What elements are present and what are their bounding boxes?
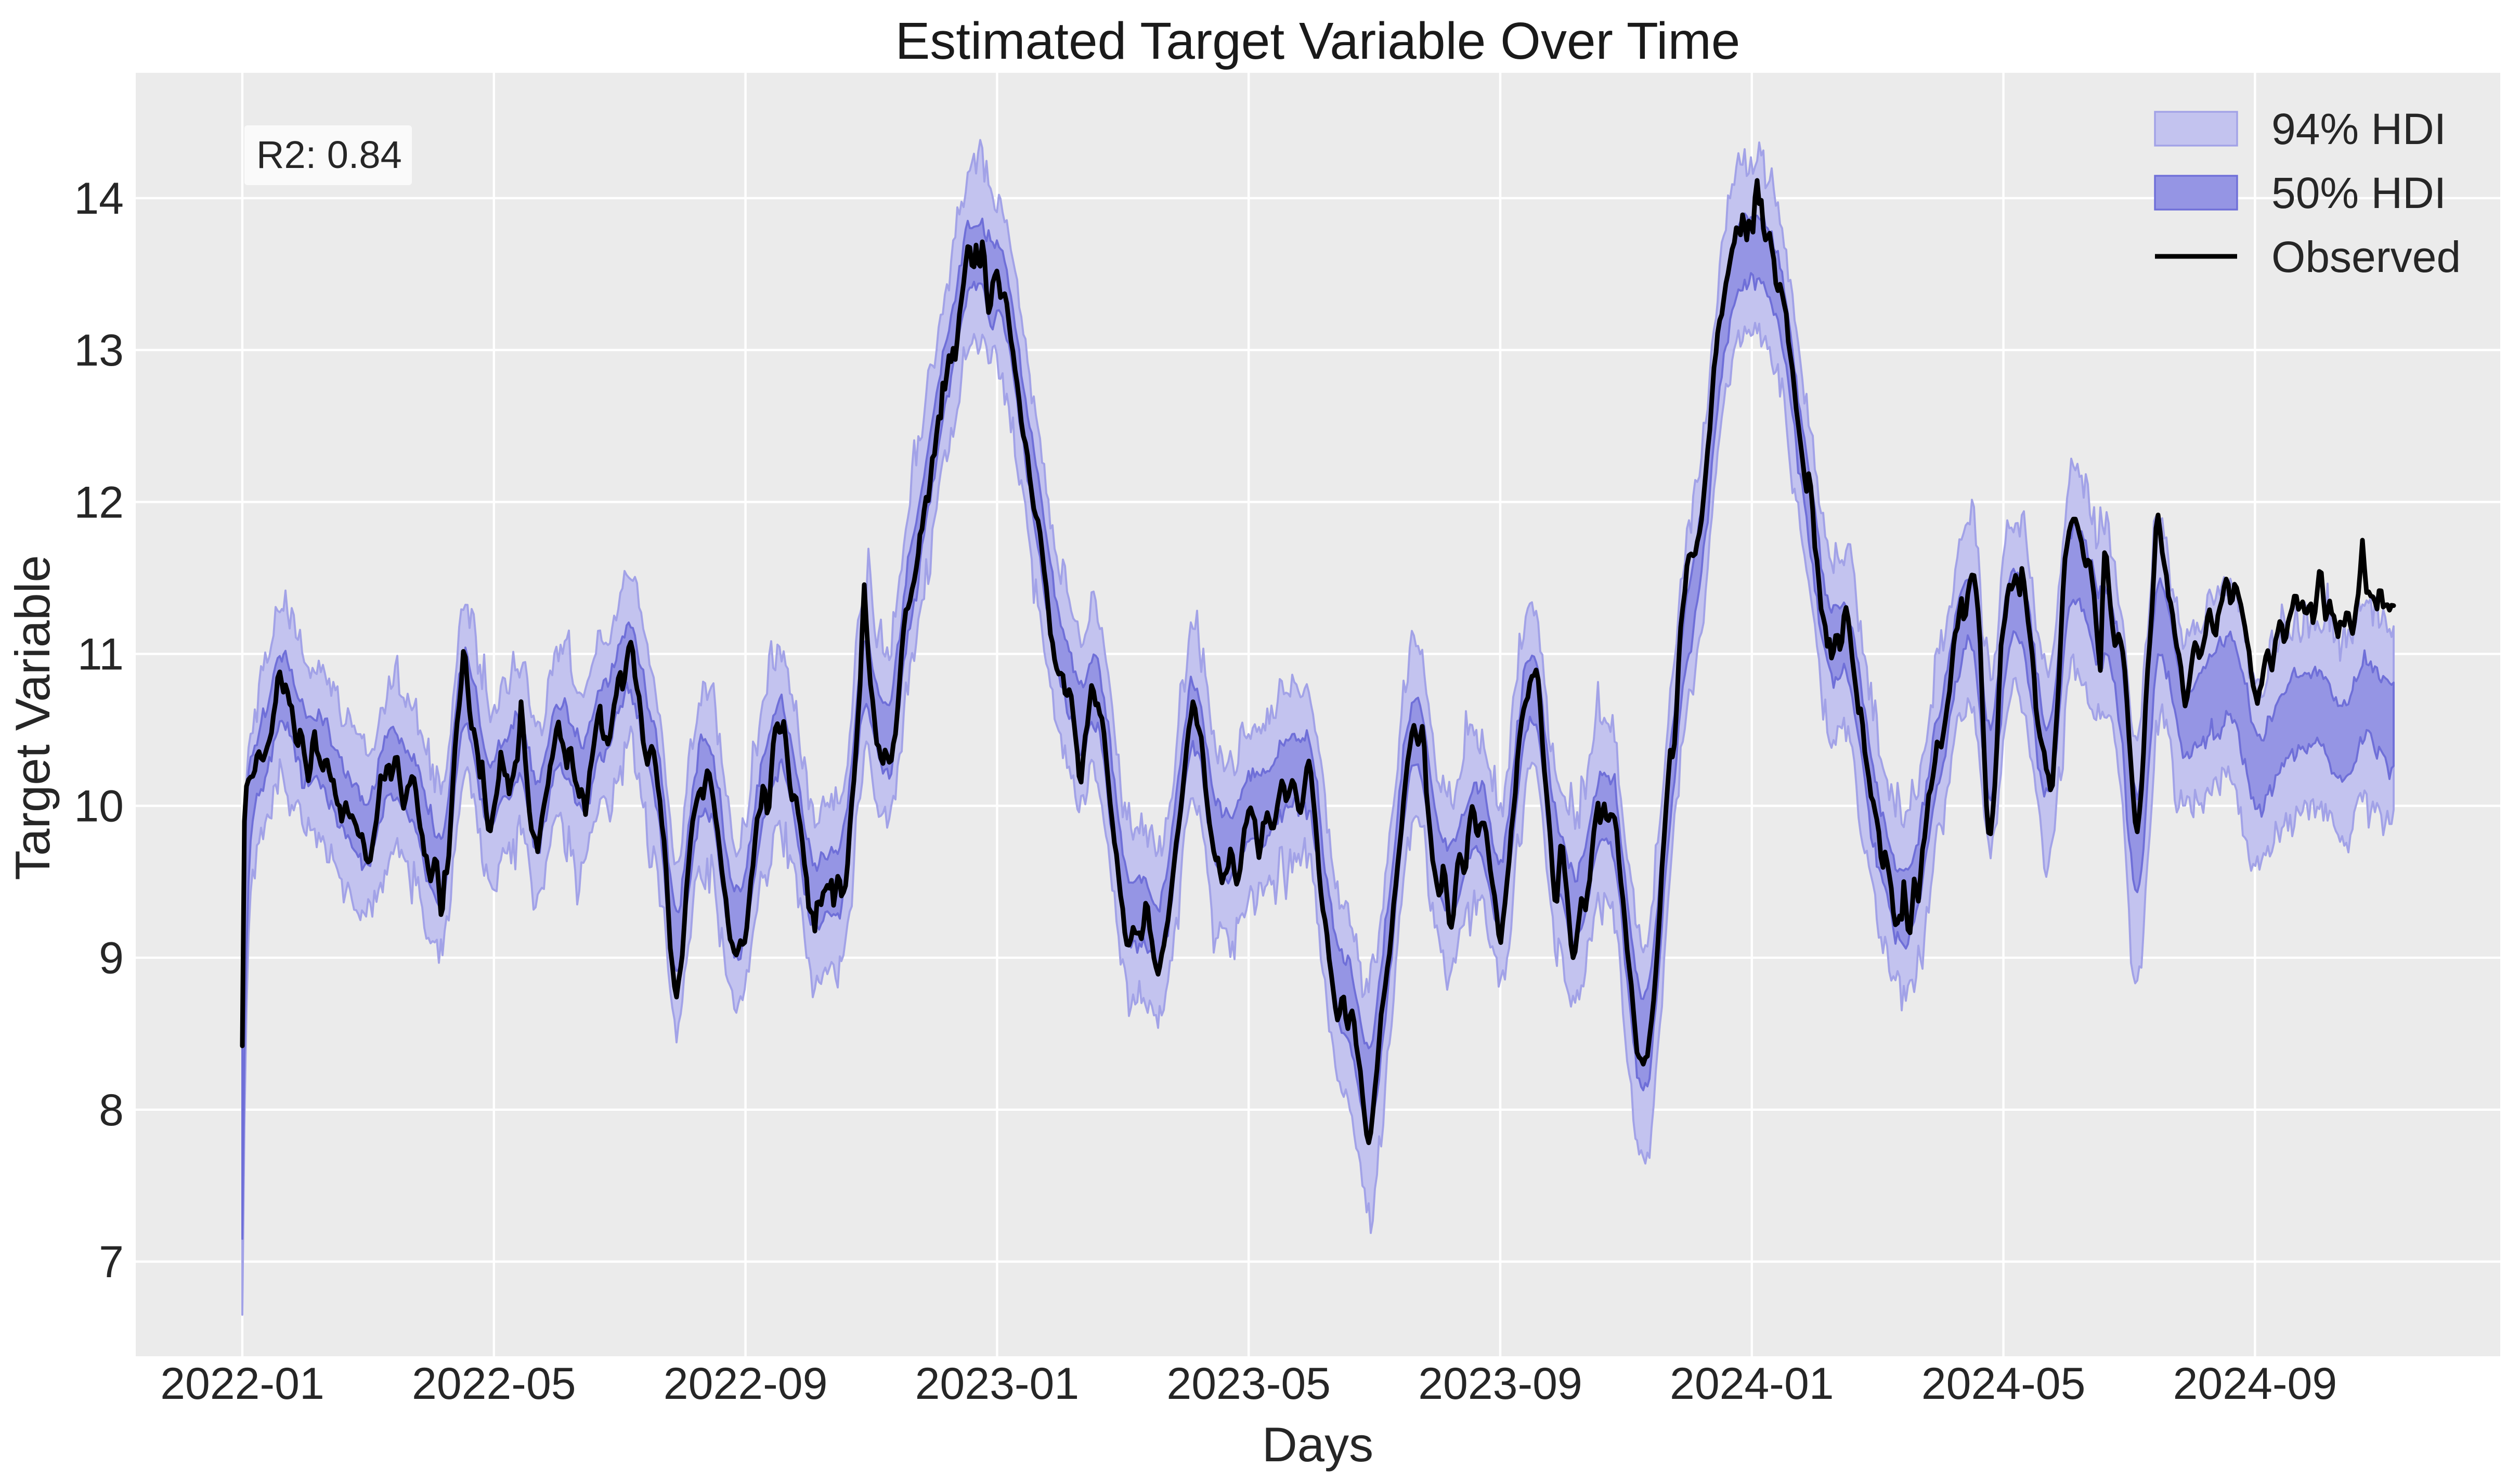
svg-text:Observed: Observed (2271, 232, 2461, 281)
svg-text:9: 9 (99, 933, 124, 983)
svg-text:7: 7 (99, 1237, 124, 1287)
svg-text:12: 12 (74, 477, 124, 527)
svg-text:2023-01: 2023-01 (915, 1359, 1080, 1409)
svg-text:11: 11 (77, 629, 124, 679)
svg-text:14: 14 (74, 174, 124, 224)
svg-text:R2: 0.84: R2: 0.84 (256, 133, 402, 176)
svg-text:94% HDI: 94% HDI (2271, 105, 2446, 153)
svg-text:2024-01: 2024-01 (1670, 1359, 1834, 1409)
svg-text:2024-09: 2024-09 (2173, 1359, 2337, 1409)
svg-text:Days: Days (1262, 1417, 1373, 1472)
svg-text:Estimated Target Variable Over: Estimated Target Variable Over Time (895, 12, 1740, 70)
svg-text:2023-09: 2023-09 (1418, 1359, 1582, 1409)
svg-text:8: 8 (99, 1085, 124, 1135)
svg-text:2024-05: 2024-05 (1921, 1359, 2086, 1409)
svg-text:10: 10 (74, 782, 124, 832)
svg-text:2023-05: 2023-05 (1166, 1359, 1331, 1409)
svg-text:Target Variable: Target Variable (5, 555, 60, 880)
svg-text:2022-05: 2022-05 (412, 1359, 576, 1409)
svg-text:13: 13 (74, 326, 124, 375)
svg-text:50% HDI: 50% HDI (2271, 168, 2446, 217)
svg-text:2022-01: 2022-01 (160, 1359, 324, 1409)
svg-text:2022-09: 2022-09 (664, 1359, 828, 1409)
